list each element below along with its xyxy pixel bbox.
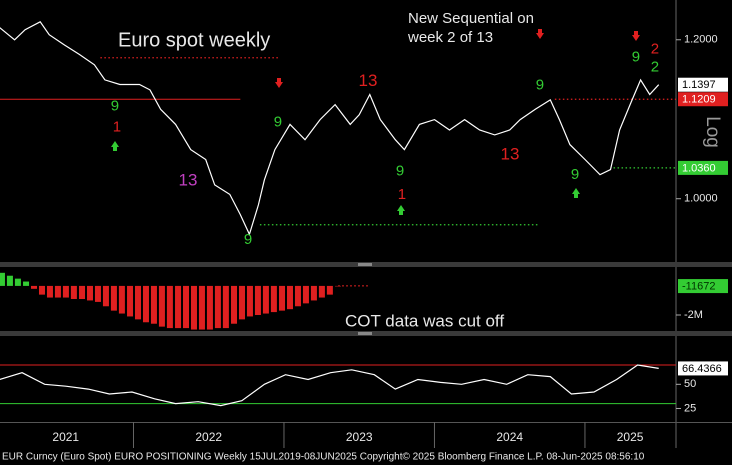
value-box-label: 1.0360 bbox=[682, 162, 716, 174]
footer-area bbox=[0, 448, 732, 465]
x-tick-label: 2023 bbox=[346, 430, 373, 444]
bar bbox=[31, 285, 38, 289]
sell-arrow bbox=[632, 31, 640, 41]
bar bbox=[134, 285, 141, 320]
buy-arrow bbox=[397, 205, 405, 215]
bar bbox=[23, 281, 30, 286]
y-tick-label: -2M bbox=[684, 309, 703, 321]
price-line bbox=[0, 21, 660, 236]
bar bbox=[175, 285, 182, 329]
bar bbox=[0, 272, 5, 286]
value-box bbox=[678, 77, 728, 92]
value-box bbox=[678, 92, 728, 107]
bar bbox=[198, 285, 205, 330]
value-box-label: 66.4366 bbox=[682, 363, 722, 375]
bar bbox=[222, 285, 229, 329]
sequential-count: 9 bbox=[571, 166, 579, 183]
bar bbox=[294, 285, 301, 307]
subtitle: New Sequential on bbox=[408, 10, 534, 27]
sequential-count: 9 bbox=[244, 231, 252, 248]
bar bbox=[110, 285, 117, 311]
footer: EUR Curncy (Euro Spot) EURO POSITIONING … bbox=[2, 452, 645, 463]
subtitle: week 2 of 13 bbox=[407, 29, 493, 46]
bar bbox=[118, 285, 125, 314]
sequential-count: 1 bbox=[398, 186, 406, 203]
bar bbox=[286, 285, 293, 310]
bar bbox=[190, 285, 197, 330]
bar bbox=[150, 285, 157, 324]
annotation: COT data was cut off bbox=[345, 311, 504, 330]
bar bbox=[38, 285, 45, 295]
y-tick-label: 25 bbox=[684, 402, 696, 414]
bar bbox=[270, 285, 277, 313]
bar bbox=[279, 285, 286, 311]
sequential-count: 2 bbox=[651, 41, 659, 58]
bar bbox=[231, 285, 238, 324]
value-box-label: 1.1209 bbox=[682, 94, 716, 106]
bar bbox=[14, 278, 21, 286]
bar bbox=[262, 285, 269, 314]
sequential-count: 9 bbox=[396, 163, 404, 180]
bar bbox=[310, 285, 317, 301]
bar bbox=[46, 285, 53, 298]
y-tick-label: 1.2000 bbox=[684, 34, 718, 46]
buy-arrow bbox=[111, 141, 119, 151]
value-box bbox=[678, 160, 728, 175]
x-tick-label: 2021 bbox=[52, 430, 79, 444]
price-line bbox=[0, 364, 659, 407]
bar bbox=[54, 285, 61, 298]
bar bbox=[254, 285, 261, 315]
sequential-count: 9 bbox=[632, 49, 640, 66]
value-box bbox=[678, 279, 728, 294]
sell-arrow bbox=[275, 78, 283, 88]
bar bbox=[238, 285, 245, 320]
bar bbox=[79, 285, 86, 299]
bar bbox=[94, 285, 101, 302]
value-box bbox=[678, 361, 728, 376]
bar bbox=[127, 285, 134, 317]
bar bbox=[158, 285, 165, 327]
bar bbox=[326, 285, 333, 295]
bar bbox=[246, 285, 253, 317]
panel-handle bbox=[358, 263, 372, 266]
bar bbox=[6, 275, 13, 286]
panel-handle bbox=[358, 332, 372, 335]
value-box-label: 1.1397 bbox=[682, 79, 716, 91]
x-tick-label: 2025 bbox=[617, 430, 644, 444]
sequential-count: 9 bbox=[274, 114, 282, 131]
x-axis-line bbox=[0, 422, 732, 423]
sequential-count: 9 bbox=[536, 77, 544, 94]
sequential-count: 1 bbox=[113, 119, 121, 136]
bar bbox=[62, 285, 69, 298]
sell-arrow bbox=[536, 29, 544, 39]
bar bbox=[318, 285, 325, 298]
bar bbox=[70, 285, 77, 299]
x-tick-label: 2022 bbox=[195, 430, 222, 444]
log-label: Log bbox=[702, 116, 723, 148]
bar bbox=[86, 285, 93, 301]
sequential-count: 9 bbox=[111, 98, 119, 115]
bar bbox=[214, 285, 221, 329]
chart-title: Euro spot weekly bbox=[118, 29, 270, 51]
sequential-count: 2 bbox=[651, 59, 659, 76]
y-tick-label: 50 bbox=[684, 378, 696, 390]
buy-arrow bbox=[572, 188, 580, 198]
sequential-count: 13 bbox=[501, 144, 520, 163]
bar bbox=[142, 285, 149, 323]
bar bbox=[102, 285, 109, 307]
sequential-count: 13 bbox=[358, 71, 377, 90]
value-box-label: -11672 bbox=[682, 280, 715, 292]
bar bbox=[166, 285, 173, 329]
x-tick-label: 2024 bbox=[496, 430, 523, 444]
bar bbox=[206, 285, 213, 330]
y-tick-label: 1.0000 bbox=[684, 193, 718, 205]
sequential-count: 13 bbox=[179, 170, 198, 189]
bar bbox=[183, 285, 190, 329]
bar bbox=[302, 285, 309, 304]
